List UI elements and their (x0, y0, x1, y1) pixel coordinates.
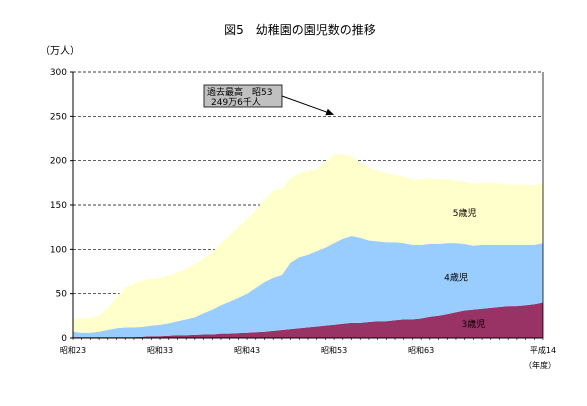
y-tick-label: 200 (50, 157, 67, 167)
x-tick-label: 平成14 (530, 345, 556, 355)
area-3歳児 (73, 302, 543, 338)
y-tick-label: 50 (56, 290, 68, 300)
y-tick-label: 250 (50, 112, 67, 122)
annotation-arrowhead (325, 108, 335, 116)
x-tick-label: 昭和33 (147, 346, 173, 355)
x-tick-label: 昭和43 (234, 346, 260, 355)
y-tick-labels: 0 50 100 150 200 250 300 (50, 68, 67, 344)
y-tick-label: 300 (50, 68, 67, 78)
area-4歳児 (73, 236, 543, 338)
annotation-line-1: 過去最高 昭53 (207, 86, 272, 98)
y-axis-unit: （万人） (40, 45, 80, 57)
x-axis-unit: （年度） (524, 360, 556, 370)
area-series (73, 154, 543, 338)
series-label: 3歳児 (462, 318, 486, 330)
x-tick-label: 昭和53 (321, 346, 347, 355)
series-label: 4歳児 (444, 272, 468, 284)
chart-title: 図5 幼稚園の園児数の推移 (224, 22, 376, 37)
axes (70, 71, 544, 340)
annotation-line-2: 249万6千人 (211, 97, 261, 108)
area-5歳児 (73, 154, 543, 333)
y-tick-label: 100 (50, 245, 67, 255)
peak-annotation: 過去最高 昭53 249万6千人 (203, 84, 335, 116)
annotation-arrow (281, 95, 332, 115)
y-tick-label: 150 (50, 201, 67, 211)
x-tick-labels: 昭和23 昭和33 昭和43 昭和53 昭和63 平成14 (60, 345, 556, 355)
y-tick-label: 0 (61, 334, 67, 344)
series-label: 5歳児 (453, 207, 477, 219)
x-tick-label: 昭和63 (408, 346, 434, 355)
series-labels: 3歳児 4歳児 5歳児 (444, 207, 485, 330)
x-tick-label: 昭和23 (60, 346, 86, 355)
